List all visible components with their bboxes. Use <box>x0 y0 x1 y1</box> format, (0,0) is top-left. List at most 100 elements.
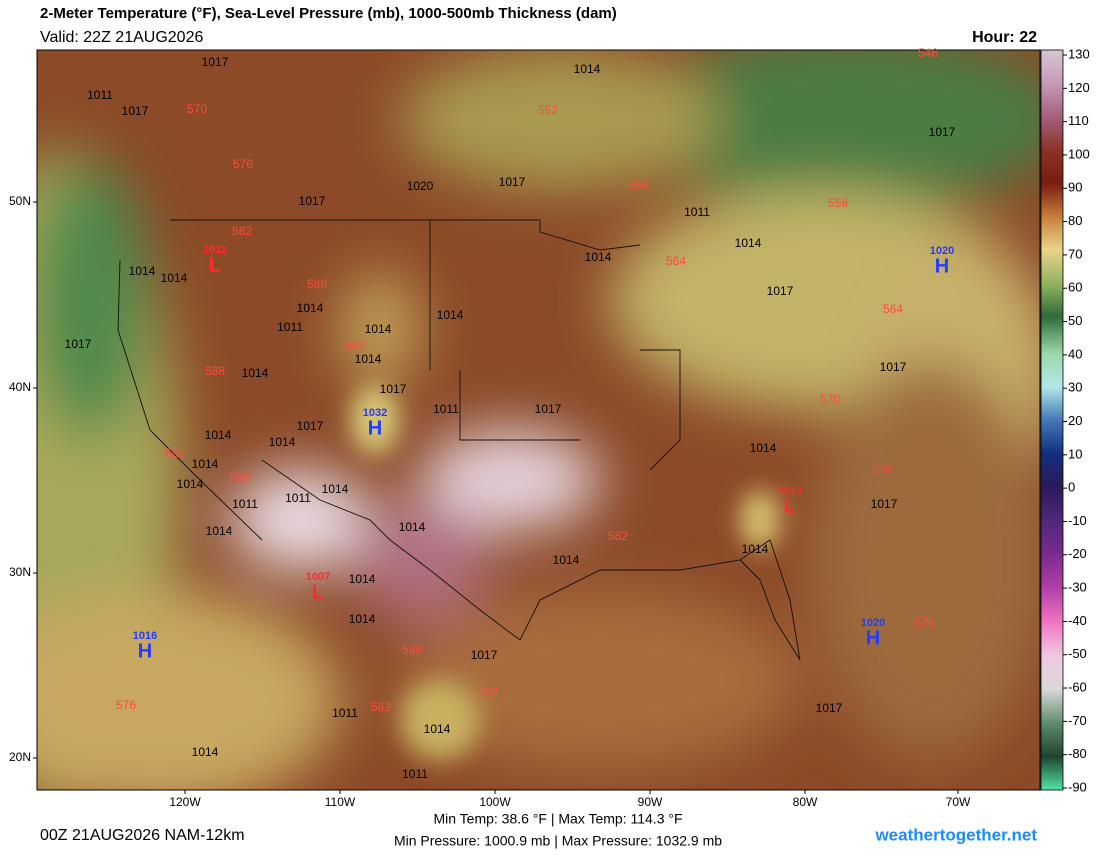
isobar-label: 1017 <box>816 701 843 715</box>
pressure-center-symbol: L <box>312 581 324 603</box>
temperature-shading <box>37 50 1040 790</box>
thickness-label: 570 <box>187 102 207 116</box>
isobar-label: 1017 <box>929 125 956 139</box>
thickness-label: 570 <box>820 392 840 406</box>
pressure-center-value: 1032 <box>363 407 387 419</box>
site-credit: weathertogether.net <box>874 825 1037 844</box>
pressure-center-symbol: H <box>368 417 382 439</box>
forecast-hour: Hour: 22 <box>972 29 1037 46</box>
isobar-label: 1017 <box>380 382 407 396</box>
isobar-label: 1014 <box>399 520 426 534</box>
thickness-label: 594 <box>345 339 365 353</box>
pressure-center-symbol: L <box>209 254 221 276</box>
colorbar-tick-label: 30 <box>1068 380 1082 395</box>
pressure-center-symbol: L <box>784 495 796 517</box>
thickness-label: 582 <box>478 685 498 699</box>
colorbar-tick-label: 100 <box>1068 146 1090 161</box>
model-run: 00Z 21AUG2026 NAM-12km <box>40 827 245 844</box>
thickness-label: 582 <box>371 700 391 714</box>
isobar-label: 1014 <box>437 308 464 322</box>
isobar-label: 1011 <box>433 402 459 416</box>
thickness-label: 576 <box>872 463 892 477</box>
coastline <box>519 539 801 661</box>
border-line <box>170 219 641 251</box>
lon-label: 90W <box>638 795 663 809</box>
lat-label: 20N <box>9 750 31 764</box>
temp-range: Min Temp: 38.6 °F | Max Temp: 114.3 °F <box>433 811 682 827</box>
isobar-label: 1014 <box>553 553 580 567</box>
colorado-peaks <box>350 385 400 455</box>
atlantic <box>810 360 1040 760</box>
colorbar-tick-label: -80 <box>1068 746 1087 761</box>
canada-cool <box>630 50 1040 210</box>
coast-cool <box>37 160 150 440</box>
isobar-label: 1017 <box>471 648 498 662</box>
thickness-label: 564 <box>666 254 686 268</box>
map-field <box>37 50 1040 790</box>
pressure-center-symbol: H <box>935 255 949 277</box>
plains-hot <box>420 430 600 530</box>
lon-label: 80W <box>793 795 818 809</box>
colorbar-tick-label: 60 <box>1068 280 1082 295</box>
isobar-label: 1011 <box>285 491 311 505</box>
isobar-label: 1014 <box>205 428 232 442</box>
pressure-center-symbol: H <box>866 627 880 649</box>
thickness-label: 588 <box>230 470 250 484</box>
colorbar-tick-label: -10 <box>1068 513 1087 528</box>
lat-label: 40N <box>9 380 31 394</box>
thickness-label: 576 <box>116 698 136 712</box>
isobar-label: 1014 <box>192 745 219 759</box>
isobar-label: 1014 <box>322 482 349 496</box>
isobar-label: 1017 <box>767 284 794 298</box>
thickness-label: 582 <box>165 446 185 460</box>
lon-label: 70W <box>946 795 971 809</box>
isobar-label: 1014 <box>242 366 269 380</box>
canada-mild <box>400 50 720 190</box>
thickness-label: 576 <box>915 616 935 630</box>
pressure-center-value: 1016 <box>133 630 157 642</box>
map-labels: 1301201101009080706050403020100-10-20-30… <box>9 46 1090 809</box>
lon-label: 100W <box>479 795 511 809</box>
colorbar-tick-label: 20 <box>1068 413 1082 428</box>
isobar-label: 1020 <box>407 179 434 193</box>
thickness-label: 546 <box>918 46 938 60</box>
isobar-label: 1014 <box>355 352 382 366</box>
coastline <box>117 259 263 541</box>
colorbar-tick-label: 10 <box>1068 446 1082 461</box>
pressure-center-value: 1020 <box>861 617 885 629</box>
isobar-label: 1014 <box>206 524 233 538</box>
pressure-center-symbol: H <box>138 640 152 662</box>
thickness-label: 558 <box>828 196 848 210</box>
isobar-label: 1011 <box>277 320 303 334</box>
colorbar-tick-label: 0 <box>1068 480 1075 495</box>
colorbar-tick-label: 50 <box>1068 313 1082 328</box>
isobar-label: 1017 <box>880 360 907 374</box>
isobar-label: 1014 <box>297 301 324 315</box>
desert-hot <box>230 470 370 570</box>
isobar-label: 1014 <box>269 435 296 449</box>
state-line <box>429 220 681 471</box>
isobar-label: 1017 <box>122 104 149 118</box>
isobar-label: 1014 <box>735 236 762 250</box>
isobar-label: 1014 <box>365 322 392 336</box>
colorbar <box>1040 49 1064 791</box>
thickness-label: 552 <box>538 103 558 117</box>
border-line <box>261 459 521 641</box>
isobar-label: 1014 <box>349 612 376 626</box>
texas-hot <box>350 500 490 620</box>
colorbar-tick-label: -90 <box>1068 779 1087 794</box>
isobar-label: 1011 <box>87 88 113 102</box>
colorbar-tick-label: 90 <box>1068 180 1082 195</box>
isobar-label: 1014 <box>192 457 219 471</box>
colorbar-tick-label: -60 <box>1068 679 1087 694</box>
lat-label: 30N <box>9 565 31 579</box>
terrain-detail <box>350 385 780 760</box>
isobar-label: 1011 <box>332 706 358 720</box>
rockies <box>340 270 420 390</box>
isobar-label: 1014 <box>129 264 156 278</box>
isobar-label: 1014 <box>585 250 612 264</box>
isobar-label: 1014 <box>161 271 188 285</box>
